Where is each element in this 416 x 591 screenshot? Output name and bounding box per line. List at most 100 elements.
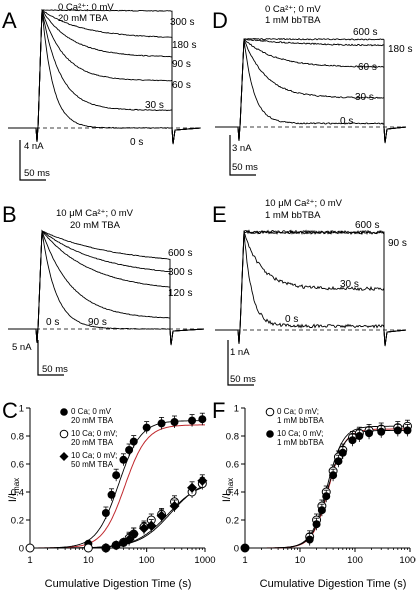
scale-bar-d-current: 3 nA xyxy=(232,143,252,154)
trace-label-a-30s: 30 s xyxy=(145,100,164,111)
current-trace xyxy=(215,39,407,144)
data-point-diamond xyxy=(197,475,208,486)
data-point-open-circle xyxy=(83,543,93,553)
y-tick-label: 1 xyxy=(19,404,24,415)
legend-c-entry3-line2: 50 mM TBA xyxy=(71,460,114,469)
condition-d-line1: 0 Ca²⁺; 0 mV xyxy=(265,4,321,15)
y-tick-label: 1 xyxy=(234,404,239,415)
data-point-filled-circle xyxy=(334,457,343,466)
trace-label-e-90s: 90 s xyxy=(388,238,407,249)
data-point-filled-circle xyxy=(322,492,331,501)
current-trace xyxy=(215,37,407,144)
scale-bar-b-time: 50 ms xyxy=(42,364,68,375)
data-point-filled-circle xyxy=(101,509,110,517)
legend-f-entry1-line1: 0 Ca; 0 mV; xyxy=(277,407,319,416)
fit-curve xyxy=(30,486,206,549)
data-point-filled-circle xyxy=(157,419,166,428)
data-point-filled-circle xyxy=(329,471,338,480)
data-point-filled-circle xyxy=(129,437,138,446)
data-point-diamond xyxy=(187,482,198,493)
fit-curve xyxy=(30,484,206,549)
y-tick-label: 0.6 xyxy=(226,460,239,471)
current-trace xyxy=(215,230,407,347)
data-point-diamond xyxy=(128,529,139,539)
x-tick-label: 1000 xyxy=(194,555,215,566)
legend-c-entry2-line2: 20 mM TBA xyxy=(71,438,114,447)
current-trace xyxy=(8,10,201,145)
fit-curve xyxy=(30,420,206,549)
current-trace xyxy=(8,231,205,346)
xlabel-c: Cumulative Digestion Time (s) xyxy=(45,578,192,590)
data-point-filled-circle xyxy=(142,423,151,432)
data-point-filled-circle xyxy=(365,429,374,438)
data-point-diamond xyxy=(118,537,129,548)
scale-bar-e-current: 1 nA xyxy=(230,347,250,358)
legend-c: 0 Ca; 0 mV 20 mM TBA 10 Ca; 0 mV; 20 mM … xyxy=(59,407,117,469)
condition-e-line1: 10 μM Ca²⁺; 0 mV xyxy=(265,198,343,209)
current-trace xyxy=(8,230,205,346)
legend-c-marker-open-circle xyxy=(59,429,69,439)
y-tick-label: 0.4 xyxy=(226,488,239,499)
current-trace xyxy=(8,8,201,145)
legend-c-entry3-line1: 10 Ca; 0 mV; xyxy=(71,451,117,460)
current-trace xyxy=(8,9,201,145)
panel-letter-b: B xyxy=(2,202,17,227)
ylabel-f: I/Imax xyxy=(221,478,235,502)
data-point-filled-circle xyxy=(338,448,347,457)
trace-label-e-600s: 600 s xyxy=(355,220,379,231)
x-tick-label: 100 xyxy=(139,555,155,566)
trace-label-a-180s: 180 s xyxy=(172,40,196,51)
panel-letter-a: A xyxy=(2,8,17,33)
data-point-diamond xyxy=(156,510,167,521)
x-tick-label: 100 xyxy=(347,555,363,566)
legend-f-entry1-line2: 1 mM bbTBA xyxy=(277,416,324,425)
current-trace xyxy=(8,9,201,145)
trace-label-a-300s: 300 s xyxy=(170,17,194,28)
trace-label-d-60s: 60 s xyxy=(358,62,377,73)
data-point-filled-circle xyxy=(107,490,116,499)
fit-curve xyxy=(245,425,410,549)
trace-label-e-30s: 30 s xyxy=(340,279,359,290)
condition-a-line2: 20 mM TBA xyxy=(58,13,109,24)
data-point-filled-circle xyxy=(241,544,249,552)
data-point-open-circle xyxy=(25,543,35,553)
data-point-filled-circle xyxy=(377,427,386,436)
legend-c-marker-filled-circle xyxy=(60,408,68,416)
x-tick-label: 1 xyxy=(242,555,247,566)
scale-bar-b: 5 nA 50 ms xyxy=(12,340,68,376)
condition-b-line1: 10 μM Ca²⁺; 0 mV xyxy=(56,208,134,219)
condition-b-line2: 20 mM TBA xyxy=(70,220,121,231)
traces-panel-e xyxy=(215,229,407,347)
trace-label-b-0s: 0 s xyxy=(46,317,59,328)
ylabel-c: I/Imax xyxy=(7,478,21,502)
current-trace xyxy=(8,9,201,145)
dose-plot-c: 0 0.2 0.4 0.6 0.8 1 1 10 100 1000 xyxy=(11,404,216,567)
y-tick-label: 0.8 xyxy=(11,432,24,443)
x-tick-label: 1 xyxy=(27,555,32,566)
data-point-diamond xyxy=(169,501,180,511)
x-tick-label: 10 xyxy=(295,555,306,566)
y-tick-label: 0.4 xyxy=(11,488,24,499)
scale-bar-a-time: 50 ms xyxy=(24,168,50,179)
scale-bar-a: 4 nA 50 ms xyxy=(19,140,50,181)
legend-c-entry1-line2: 20 mM TBA xyxy=(71,416,114,425)
legend-f-entry2-line2: 1 mM bbTBA xyxy=(277,438,324,447)
x-tick-label: 1000 xyxy=(399,555,416,566)
scale-bar-d: 3 nA 50 ms xyxy=(229,135,258,176)
data-point-diamond xyxy=(138,523,149,534)
panel-letter-d: D xyxy=(212,8,228,33)
data-point-filled-circle xyxy=(305,535,314,544)
y-tick-label: 0.6 xyxy=(11,460,24,471)
condition-d-line2: 1 mM bbTBA xyxy=(265,15,321,26)
trace-label-d-0s: 0 s xyxy=(340,116,353,127)
current-trace xyxy=(8,230,205,346)
current-trace xyxy=(8,9,201,145)
panel-letter-e: E xyxy=(212,202,227,227)
trace-label-a-0s: 0 s xyxy=(130,137,143,148)
current-trace xyxy=(215,38,407,144)
data-point-filled-circle xyxy=(112,471,121,480)
data-point-filled-circle xyxy=(403,426,412,435)
condition-e-line2: 1 mM bbTBA xyxy=(265,210,321,221)
xlabel-f: Cumulative Digestion Time (s) xyxy=(260,578,407,590)
